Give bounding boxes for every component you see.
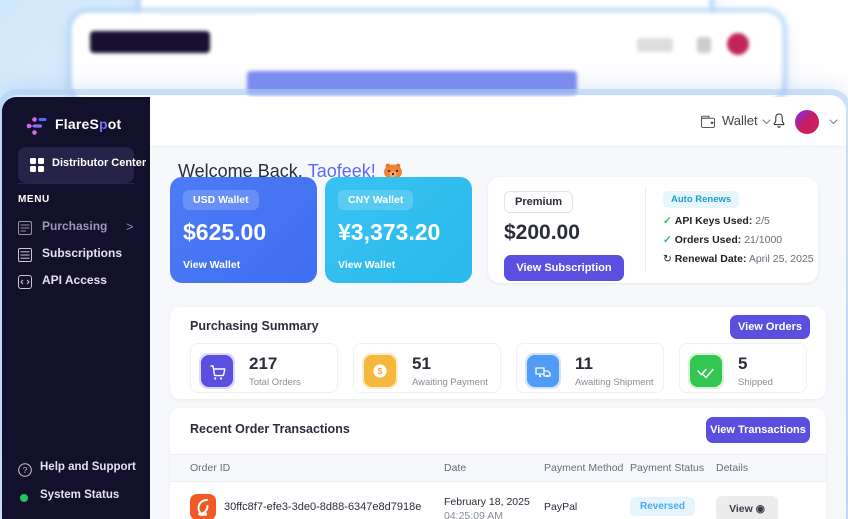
svg-text:?: ? [23,466,28,475]
svg-text:$: $ [378,366,383,376]
